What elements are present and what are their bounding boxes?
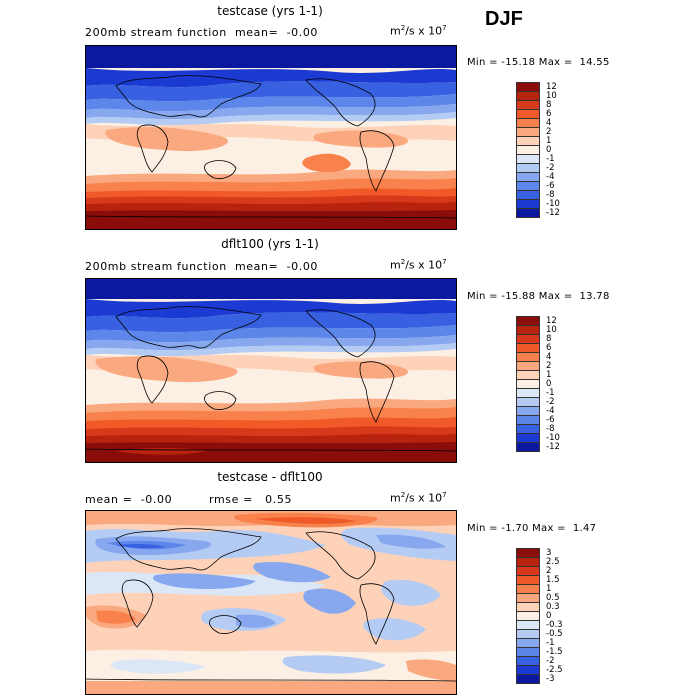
colorbar-tick-label: 4 (546, 352, 552, 362)
colorbar-tick-label: -1 (546, 154, 555, 164)
colorbar-tick-label: 2.5 (546, 557, 560, 567)
panel-title: testcase - dflt100 (217, 470, 323, 484)
colorbar-tick-label: -6 (546, 415, 555, 425)
colorbar-tick-label: 6 (546, 109, 552, 119)
panel-subtitle: mean = -0.00 rmse = 0.55 (85, 493, 293, 506)
colorbar-tick-label: 0.5 (546, 593, 560, 603)
colorbar-tick-label: -1 (546, 638, 555, 648)
colorbar-tick-label: -6 (546, 181, 555, 191)
colorbar-tick-label: -1.5 (546, 647, 563, 657)
colorbar-tick-label: -3 (546, 674, 555, 684)
colorbar-tick-label: -10 (546, 433, 560, 443)
colorbar-tick-label: 1 (546, 584, 552, 594)
colorbar: 12 10 8 6 4 2 1 0 -1 -2 -4 -6 -8 -10 -12 (516, 316, 586, 458)
panel-subtitle: 200mb stream function mean= -0.00 (85, 26, 319, 39)
units-label: m2/s x 107 (390, 24, 447, 38)
colorbar-tick-label: -2 (546, 656, 555, 666)
colorbar-tick-label: 0.3 (546, 602, 560, 612)
colorbar-tick-label: -8 (546, 424, 555, 434)
panel-title: testcase (yrs 1-1) (217, 4, 323, 18)
map-contours (86, 46, 456, 229)
colorbar-tick-label: 2 (546, 361, 552, 371)
colorbar-tick-label: 12 (546, 316, 557, 326)
colorbar-tick-label: 2 (546, 566, 552, 576)
colorbar-tick-label: -2 (546, 163, 555, 173)
colorbar-tick-label: 1.5 (546, 575, 560, 585)
colorbar-swatch (516, 208, 540, 218)
panel-subtitle: 200mb stream function mean= -0.00 (85, 260, 319, 273)
colorbar-tick-label: 10 (546, 91, 557, 101)
min-max-label: Min = -15.18 Max = 14.55 (467, 57, 610, 68)
colorbar-tick-label: 0 (546, 379, 552, 389)
units-label: m2/s x 107 (390, 491, 447, 505)
colorbar-tick-label: 1 (546, 370, 552, 380)
map-contours (86, 279, 456, 462)
colorbar-tick-label: -12 (546, 208, 560, 218)
colorbar-tick-label: -4 (546, 406, 555, 416)
colorbar-tick-label: -2 (546, 397, 555, 407)
colorbar-tick-label: 6 (546, 343, 552, 353)
units-label: m2/s x 107 (390, 258, 447, 272)
colorbar: 12 10 8 6 4 2 1 0 -1 -2 -4 -6 -8 -10 -12 (516, 82, 586, 224)
colorbar-tick-label: -4 (546, 172, 555, 182)
colorbar-tick-label: -2.5 (546, 665, 563, 675)
colorbar-tick-label: 8 (546, 100, 552, 110)
colorbar-tick-label: -0.5 (546, 629, 563, 639)
colorbar-swatch (516, 442, 540, 452)
colorbar-tick-label: 4 (546, 118, 552, 128)
colorbar-tick-label: -8 (546, 190, 555, 200)
colorbar-tick-label: 0 (546, 611, 552, 621)
colorbar-tick-label: 12 (546, 82, 557, 92)
colorbar-tick-label: 3 (546, 548, 552, 558)
colorbar-swatch (516, 674, 540, 684)
difference-map (85, 510, 457, 695)
colorbar-tick-label: 10 (546, 325, 557, 335)
min-max-label: Min = -15.88 Max = 13.78 (467, 291, 610, 302)
colorbar-tick-label: 8 (546, 334, 552, 344)
colorbar-tick-label: 0 (546, 145, 552, 155)
panel-title: dflt100 (yrs 1-1) (221, 237, 319, 251)
colorbar-tick-label: 1 (546, 136, 552, 146)
min-max-label: Min = -1.70 Max = 1.47 (467, 523, 597, 534)
colorbar-tick-label: -1 (546, 388, 555, 398)
colorbar-tick-label: -12 (546, 442, 560, 452)
stream-function-map (85, 278, 457, 463)
map-contours (86, 511, 456, 694)
colorbar-tick-label: -10 (546, 199, 560, 209)
colorbar: 3 2.5 2 1.5 1 0.5 0.3 0 -0.3 -0.5 -1 -1.… (516, 548, 586, 690)
colorbar-tick-label: 2 (546, 127, 552, 137)
stream-function-map (85, 45, 457, 230)
season-label: DJF (485, 8, 523, 30)
colorbar-tick-label: -0.3 (546, 620, 563, 630)
